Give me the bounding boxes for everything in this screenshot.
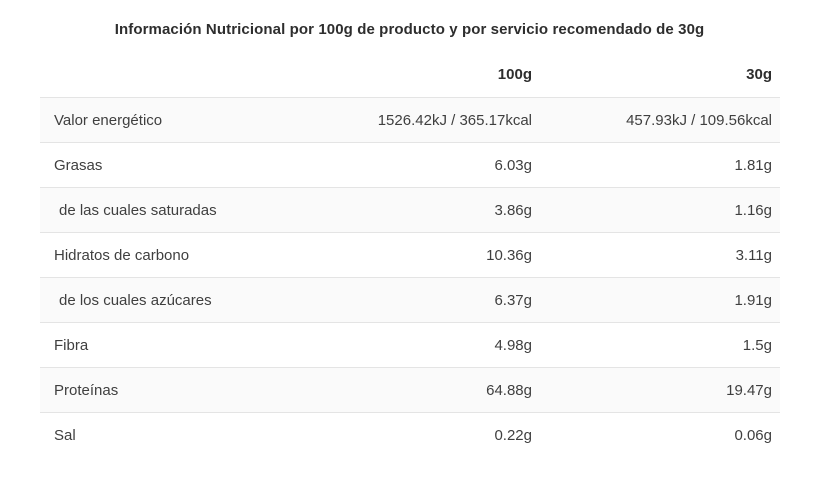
column-header-30g: 30g — [746, 65, 772, 83]
table-row: Grasas 6.03g 1.81g — [40, 142, 780, 187]
row-label: de las cuales saturadas — [59, 201, 217, 219]
column-header-100g: 100g — [497, 65, 532, 83]
value-30g: 0.06g — [734, 426, 772, 444]
value-100g: 4.98g — [494, 336, 532, 354]
value-100g: 10.36g — [486, 246, 532, 264]
table-row: Hidratos de carbono 10.36g 3.11g — [40, 232, 780, 277]
value-100g: 0.22g — [494, 426, 532, 444]
value-30g: 1.81g — [734, 156, 772, 174]
table-title: Información Nutricional por 100g de prod… — [114, 21, 705, 38]
value-100g: 1526.42kJ / 365.17kcal — [377, 111, 532, 129]
value-30g: 3.11g — [735, 246, 772, 264]
value-30g: 1.91g — [734, 291, 772, 309]
table-row: Proteínas 64.88g 19.47g — [40, 367, 780, 412]
table-row: Valor energético 1526.42kJ / 365.17kcal 45… — [40, 97, 780, 142]
value-100g: 6.37g — [494, 291, 532, 309]
nutrition-table: 100g 30g Valor energético 1526.42kJ / 365… — [40, 51, 780, 457]
row-label: Valor energético — [54, 111, 163, 129]
row-label: Fibra — [54, 336, 89, 354]
value-100g: 6.03g — [494, 156, 532, 174]
value-100g: 64.88g — [486, 381, 532, 399]
value-30g: 457.93kJ / 109.56kcal — [626, 111, 772, 129]
table-body: Valor energético 1526.42kJ / 365.17kcal 45… — [40, 97, 780, 457]
table-row: de los cuales azúcares 6.37g 1.91g — [40, 277, 780, 322]
row-label: de los cuales azúcares — [59, 291, 212, 309]
value-30g: 19.47g — [726, 381, 772, 399]
table-row: Fibra 4.98g 1.5g — [40, 322, 780, 367]
table-row: de las cuales saturadas 3.86g 1.16g — [40, 187, 780, 232]
row-label: Proteínas — [54, 381, 119, 399]
value-100g: 3.86g — [494, 201, 532, 219]
value-30g: 1.5g — [742, 336, 772, 354]
table-header: 100g 30g — [40, 51, 780, 97]
value-30g: 1.16g — [734, 201, 772, 219]
row-label: Grasas — [54, 156, 103, 174]
row-label: Hidratos de carbono — [54, 246, 190, 264]
table-row: Sal 0.22g 0.06g — [40, 412, 780, 457]
row-label: Sal — [54, 426, 76, 444]
